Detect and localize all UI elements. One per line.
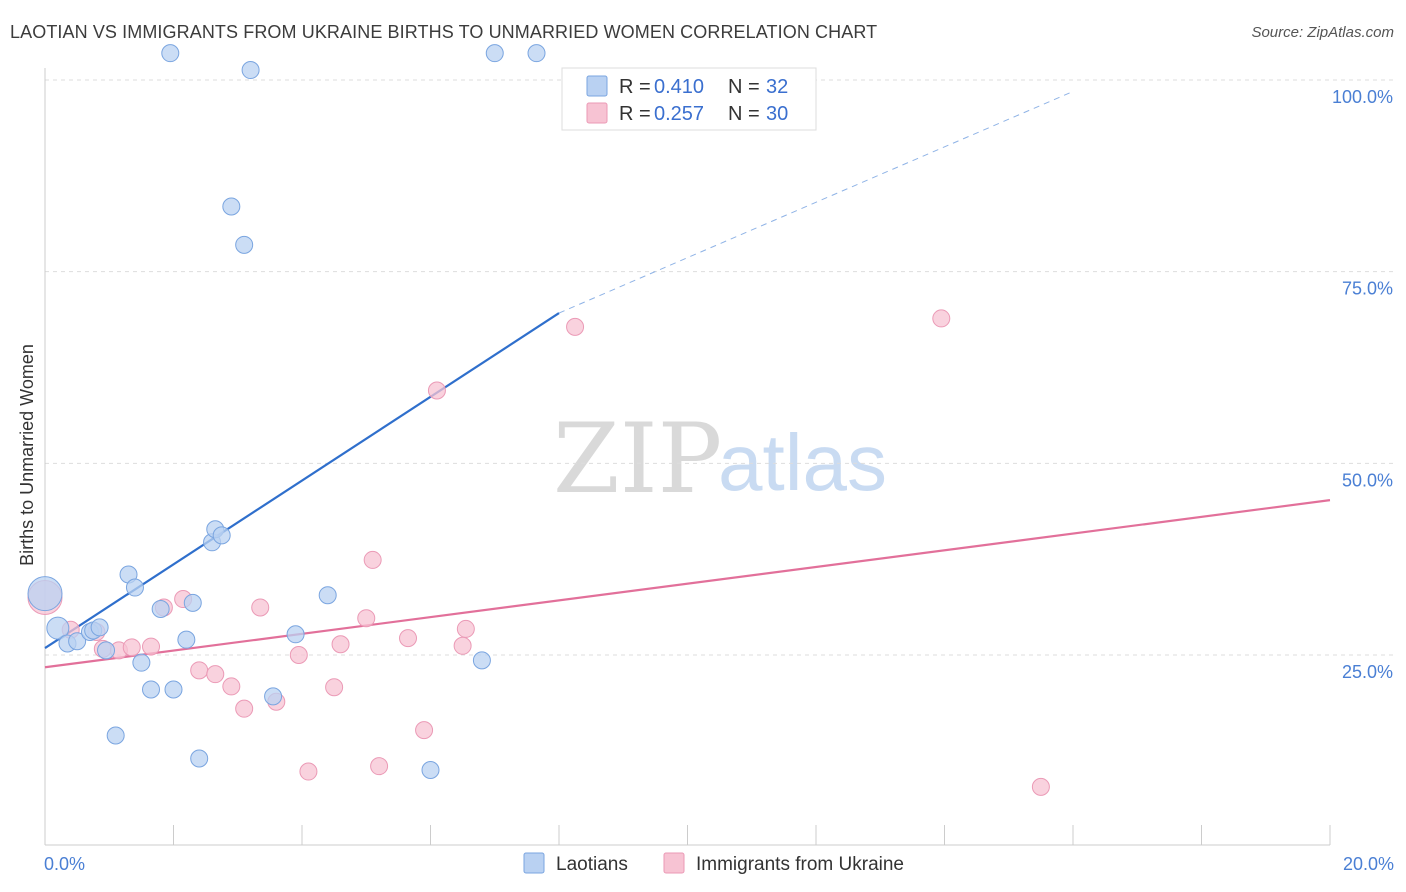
point-laotians — [161, 44, 180, 63]
point-laotians — [151, 600, 170, 618]
point-laotians — [27, 576, 63, 612]
trend-line-ukraine — [44, 499, 1331, 669]
y-tick-label: 50.0% — [1342, 470, 1393, 490]
legend-r-value-1: 0.410 — [654, 76, 704, 98]
point-ukraine — [363, 550, 382, 569]
watermark-zip: ZIP — [553, 403, 722, 515]
y-tick-label: 25.0% — [1342, 662, 1393, 682]
trend-lines — [44, 91, 1331, 669]
y-tick-label: 100.0% — [1332, 87, 1393, 107]
point-laotians — [125, 578, 144, 597]
legend-n-label-2: N = — [728, 103, 760, 125]
point-laotians — [97, 641, 116, 660]
legend-swatch-ukraine — [586, 102, 608, 124]
point-laotians — [212, 526, 231, 545]
point-laotians — [177, 630, 196, 649]
point-ukraine — [357, 609, 376, 628]
trend-extension-laotians — [558, 91, 1074, 314]
bottom-legend-swatch-ukraine — [663, 852, 685, 874]
point-laotians — [527, 44, 546, 63]
point-ukraine — [331, 635, 350, 654]
point-ukraine — [289, 646, 308, 664]
point-ukraine — [122, 638, 141, 657]
legend-swatch-laotians — [586, 75, 608, 97]
point-ukraine — [453, 636, 472, 655]
point-ukraine — [370, 757, 389, 776]
x-tick-label-min: 0.0% — [44, 854, 85, 874]
point-ukraine — [1031, 777, 1050, 796]
point-ukraine — [222, 677, 241, 696]
point-ukraine — [206, 665, 225, 684]
point-laotians — [241, 61, 260, 80]
y-axis-title: Births to Unmarried Women — [17, 344, 37, 566]
bottom-legend-ukraine: Immigrants from Ukraine — [696, 854, 904, 875]
legend-n-value-2: 30 — [766, 103, 788, 125]
point-laotians — [164, 680, 183, 699]
point-ukraine — [142, 637, 161, 656]
point-laotians — [46, 616, 70, 640]
axes: 25.0% 50.0% 75.0% 100.0% — [44, 68, 1393, 846]
trend-line-laotians — [44, 312, 560, 650]
grid-lines — [45, 79, 1395, 656]
point-ukraine — [932, 309, 951, 328]
point-laotians — [286, 625, 305, 644]
point-laotians — [472, 651, 491, 670]
point-laotians — [318, 586, 337, 605]
watermark-atlas: atlas — [718, 418, 887, 507]
bottom-legend-swatch-laotians — [523, 852, 545, 874]
point-ukraine — [456, 619, 475, 638]
point-ukraine — [235, 699, 254, 718]
point-ukraine — [325, 678, 344, 697]
series-legend: Laotians Immigrants from Ukraine — [523, 852, 904, 875]
point-laotians — [485, 44, 504, 63]
data-points — [27, 44, 1050, 796]
point-laotians — [142, 680, 161, 699]
correlation-legend: R = 0.410 N = 32 R = 0.257 N = 30 — [561, 67, 817, 131]
legend-r-label-1: R = — [619, 76, 651, 98]
chart-title: LAOTIAN VS IMMIGRANTS FROM UKRAINE BIRTH… — [10, 22, 878, 42]
point-ukraine — [399, 629, 418, 648]
point-laotians — [132, 653, 151, 672]
bottom-legend-laotians: Laotians — [556, 854, 628, 875]
point-ukraine — [190, 661, 209, 680]
point-laotians — [190, 749, 209, 768]
point-laotians — [183, 593, 202, 612]
point-laotians — [68, 632, 87, 651]
legend-n-value-1: 32 — [766, 76, 788, 98]
point-laotians — [235, 235, 254, 254]
source-label: Source: ZipAtlas.com — [1251, 24, 1394, 41]
point-laotians — [222, 197, 241, 216]
point-laotians — [421, 761, 440, 779]
legend-r-label-2: R = — [619, 103, 651, 125]
legend-n-label-1: N = — [728, 76, 760, 98]
point-ukraine — [299, 762, 318, 781]
point-laotians — [106, 726, 125, 745]
y-tick-label: 75.0% — [1342, 279, 1393, 299]
point-ukraine — [251, 598, 270, 617]
point-ukraine — [427, 381, 446, 400]
legend-r-value-2: 0.257 — [654, 103, 704, 125]
point-ukraine — [415, 721, 434, 740]
x-tick-label-max: 20.0% — [1343, 854, 1394, 874]
point-laotians — [90, 618, 109, 637]
point-laotians — [264, 687, 283, 706]
point-ukraine — [566, 317, 585, 336]
